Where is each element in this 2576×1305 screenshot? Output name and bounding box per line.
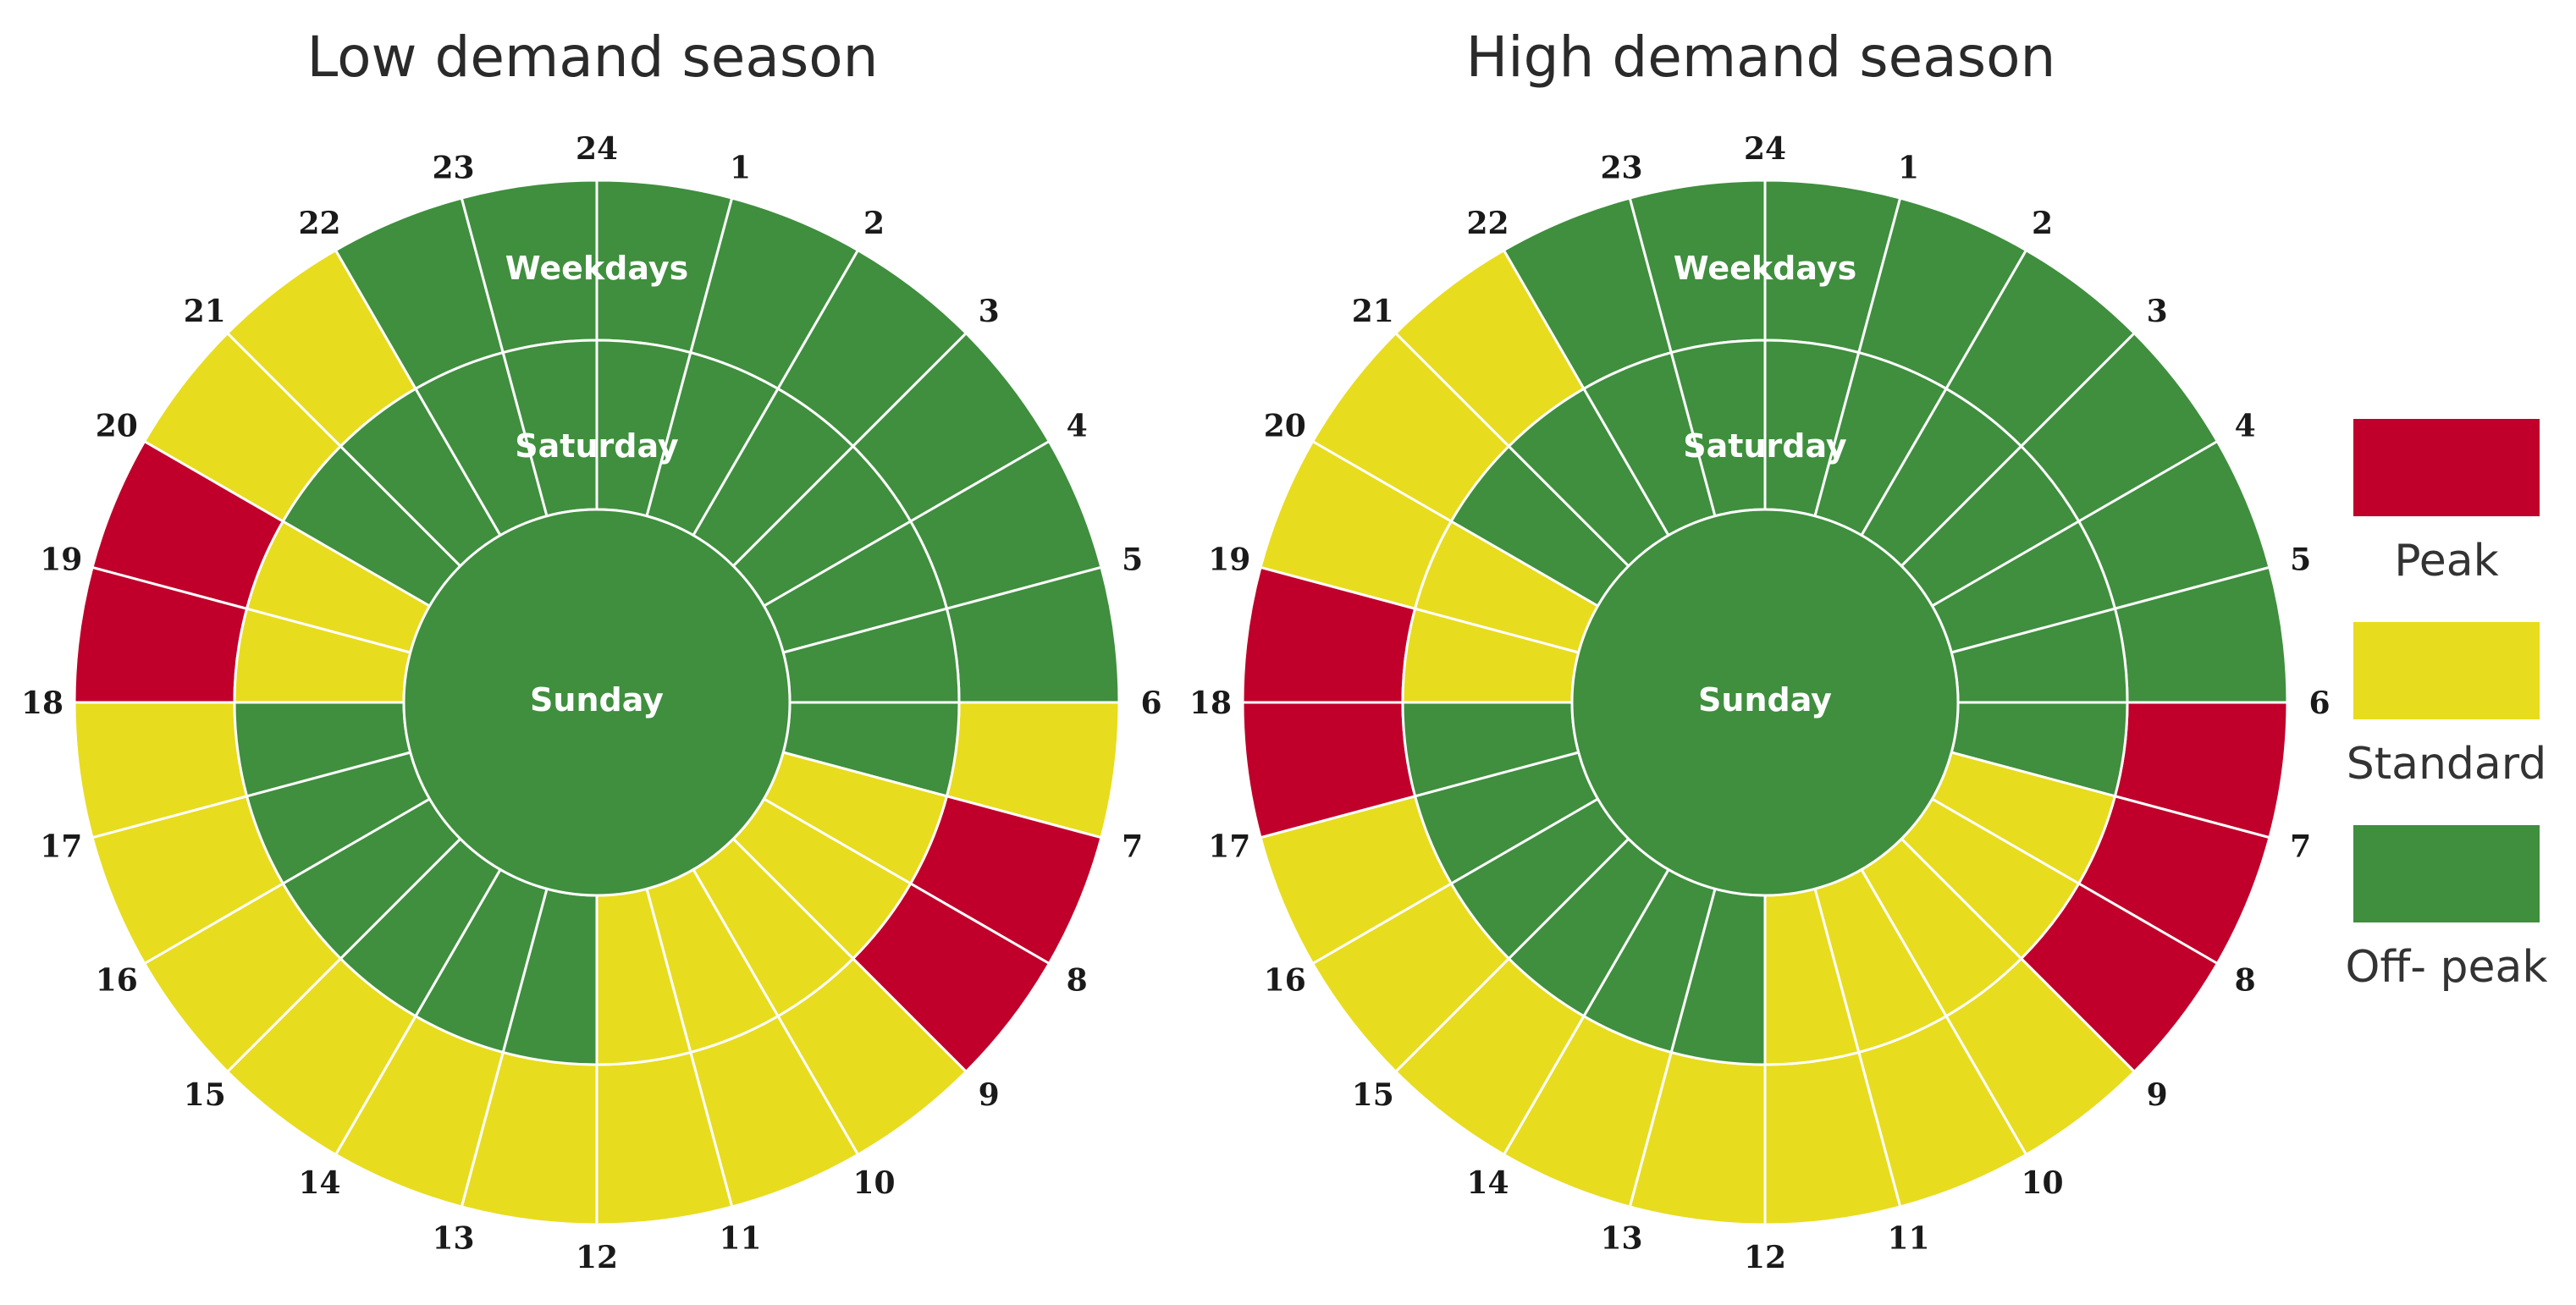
hour-label-16: 16 xyxy=(1264,963,1306,999)
hour-label-5: 5 xyxy=(1122,542,1143,578)
hour-label-17: 17 xyxy=(40,829,82,865)
hour-label-4: 4 xyxy=(1067,409,1088,444)
high-demand-title: High demand season xyxy=(1466,25,2056,90)
hour-label-21: 21 xyxy=(1352,294,1394,329)
high-demand-chart: High demand season 241234567891011121314… xyxy=(1189,25,2331,1275)
hour-label-13: 13 xyxy=(1600,1221,1642,1257)
legend: Peak Standard Off- peak xyxy=(2345,419,2548,993)
hour-label-12: 12 xyxy=(1744,1240,1786,1275)
sunday-center-label: Sunday xyxy=(1698,681,1832,719)
hour-label-13: 13 xyxy=(432,1221,474,1257)
legend-label-offpeak: Off- peak xyxy=(2345,942,2547,993)
hour-label-23: 23 xyxy=(1600,150,1642,185)
hour-label-7: 7 xyxy=(2290,829,2311,865)
legend-swatch-peak xyxy=(2353,419,2540,516)
sunday-center-offpeak xyxy=(1570,508,1960,897)
hour-label-11: 11 xyxy=(719,1221,761,1257)
hour-label-21: 21 xyxy=(184,294,226,329)
hour-label-3: 3 xyxy=(2147,294,2168,329)
hour-label-11: 11 xyxy=(1887,1221,1929,1257)
saturday-ring-label: Saturday xyxy=(515,427,679,465)
hour-label-20: 20 xyxy=(1264,409,1306,444)
hour-label-8: 8 xyxy=(1067,963,1088,999)
hour-label-2: 2 xyxy=(2032,206,2053,241)
hour-label-22: 22 xyxy=(1466,206,1509,241)
hour-label-18: 18 xyxy=(21,686,63,721)
hour-label-24: 24 xyxy=(1744,131,1786,167)
weekdays-ring-label: Weekdays xyxy=(1674,250,1856,287)
hour-label-3: 3 xyxy=(979,294,1000,329)
hour-label-5: 5 xyxy=(2290,542,2311,578)
low-demand-chart: Low demand season 2412345678910111213141… xyxy=(21,25,1162,1275)
hour-label-6: 6 xyxy=(2308,686,2330,721)
weekdays-ring-label: Weekdays xyxy=(505,250,688,287)
hour-label-2: 2 xyxy=(863,206,885,241)
hour-label-9: 9 xyxy=(979,1077,1000,1113)
legend-swatch-standard xyxy=(2353,622,2540,719)
hour-label-15: 15 xyxy=(1352,1077,1394,1113)
hour-label-10: 10 xyxy=(2021,1165,2063,1201)
hour-label-1: 1 xyxy=(730,150,751,185)
sunday-center-offpeak xyxy=(402,508,792,897)
hour-label-17: 17 xyxy=(1208,829,1250,865)
sunday-center-label: Sunday xyxy=(530,681,664,719)
hour-label-14: 14 xyxy=(1466,1165,1509,1201)
hour-label-23: 23 xyxy=(432,150,474,185)
hour-label-20: 20 xyxy=(96,409,138,444)
high-demand-segments xyxy=(1241,179,2289,1226)
hour-label-18: 18 xyxy=(1189,686,1232,721)
hour-label-1: 1 xyxy=(1898,150,1919,185)
hour-label-22: 22 xyxy=(298,206,340,241)
hour-label-24: 24 xyxy=(576,131,618,167)
hour-label-7: 7 xyxy=(1122,829,1143,865)
hour-label-10: 10 xyxy=(852,1165,895,1201)
low-demand-segments xyxy=(73,179,1121,1226)
hour-label-19: 19 xyxy=(1208,542,1250,578)
low-demand-title: Low demand season xyxy=(307,25,879,90)
hour-label-14: 14 xyxy=(298,1165,340,1201)
hour-label-8: 8 xyxy=(2235,963,2256,999)
legend-label-standard: Standard xyxy=(2347,739,2547,790)
hour-label-19: 19 xyxy=(40,542,82,578)
saturday-ring-label: Saturday xyxy=(1683,427,1847,465)
hour-label-16: 16 xyxy=(96,963,138,999)
hour-label-4: 4 xyxy=(2235,409,2256,444)
hour-label-9: 9 xyxy=(2147,1077,2168,1113)
hour-label-12: 12 xyxy=(576,1240,618,1275)
legend-swatch-offpeak xyxy=(2353,825,2540,922)
legend-label-peak: Peak xyxy=(2394,536,2498,586)
hour-label-15: 15 xyxy=(184,1077,226,1113)
hour-label-6: 6 xyxy=(1140,686,1161,721)
